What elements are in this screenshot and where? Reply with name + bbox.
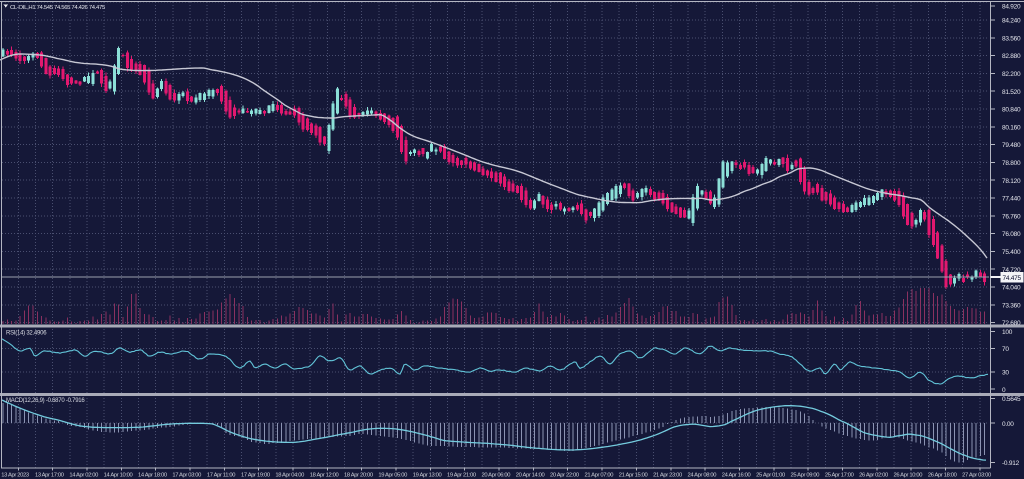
svg-text:0.5645: 0.5645 bbox=[1002, 396, 1021, 403]
svg-text:24 Apr 16:00: 24 Apr 16:00 bbox=[722, 473, 751, 479]
svg-text:17 Apr 03:00: 17 Apr 03:00 bbox=[172, 473, 201, 479]
svg-text:17 Apr 11:00: 17 Apr 11:00 bbox=[207, 473, 235, 479]
svg-text:25 Apr 01:00: 25 Apr 01:00 bbox=[756, 473, 785, 479]
svg-text:70: 70 bbox=[1002, 346, 1009, 353]
svg-text:100: 100 bbox=[1002, 329, 1013, 336]
svg-text:83.560: 83.560 bbox=[1002, 35, 1021, 42]
svg-text:0.00: 0.00 bbox=[1002, 421, 1014, 428]
svg-text:74.040: 74.040 bbox=[1002, 285, 1021, 292]
svg-text:RSI(14) 32.4906: RSI(14) 32.4906 bbox=[6, 331, 47, 337]
svg-text:77.440: 77.440 bbox=[1002, 196, 1021, 203]
svg-text:26 Apr 02:00: 26 Apr 02:00 bbox=[859, 473, 888, 479]
svg-text:14 Apr 18:00: 14 Apr 18:00 bbox=[138, 473, 167, 479]
svg-text:21 Apr 15:00: 21 Apr 15:00 bbox=[619, 473, 648, 479]
svg-text:78.800: 78.800 bbox=[1002, 160, 1021, 167]
svg-text:76.760: 76.760 bbox=[1002, 213, 1021, 220]
svg-text:26 Apr 18:00: 26 Apr 18:00 bbox=[928, 473, 957, 479]
svg-text:14 Apr 10:00: 14 Apr 10:00 bbox=[104, 473, 133, 479]
svg-text:13 Apr 17:00: 13 Apr 17:00 bbox=[35, 473, 64, 479]
svg-text:74.720: 74.720 bbox=[1002, 267, 1021, 274]
svg-text:24 Apr 08:00: 24 Apr 08:00 bbox=[687, 473, 716, 479]
svg-text:80.840: 80.840 bbox=[1002, 107, 1021, 114]
svg-text:17 Apr 19:00: 17 Apr 19:00 bbox=[241, 473, 270, 479]
svg-text:30: 30 bbox=[1002, 369, 1009, 376]
svg-text:0: 0 bbox=[1002, 387, 1006, 394]
svg-text:84.240: 84.240 bbox=[1002, 18, 1021, 25]
svg-text:76.080: 76.080 bbox=[1002, 231, 1021, 238]
svg-text:27 Apr 03:00: 27 Apr 03:00 bbox=[962, 473, 991, 479]
svg-text:18 Apr 20:00: 18 Apr 20:00 bbox=[344, 473, 373, 479]
svg-text:20 Apr 22:00: 20 Apr 22:00 bbox=[550, 473, 579, 479]
svg-text:20 Apr 14:00: 20 Apr 14:00 bbox=[516, 473, 545, 479]
svg-text:CL-OIL,H1 74.545 74.565 74.426: CL-OIL,H1 74.545 74.565 74.426 74.475 bbox=[10, 5, 106, 11]
svg-text:21 Apr 23:00: 21 Apr 23:00 bbox=[653, 473, 682, 479]
svg-text:13 Apr 2023: 13 Apr 2023 bbox=[1, 473, 29, 479]
svg-text:25 Apr 09:00: 25 Apr 09:00 bbox=[790, 473, 819, 479]
svg-text:MACD(12,26,9) -0.6870 -0.7916: MACD(12,26,9) -0.6870 -0.7916 bbox=[6, 398, 85, 404]
svg-text:80.160: 80.160 bbox=[1002, 124, 1021, 131]
svg-text:81.520: 81.520 bbox=[1002, 89, 1021, 96]
svg-text:78.120: 78.120 bbox=[1002, 178, 1021, 185]
svg-text:79.480: 79.480 bbox=[1002, 142, 1021, 149]
svg-text:18 Apr 04:00: 18 Apr 04:00 bbox=[275, 473, 304, 479]
svg-text:82.880: 82.880 bbox=[1002, 53, 1021, 60]
svg-text:74.475: 74.475 bbox=[1003, 275, 1022, 282]
svg-text:21 Apr 07:00: 21 Apr 07:00 bbox=[584, 473, 613, 479]
svg-text:26 Apr 10:00: 26 Apr 10:00 bbox=[893, 473, 922, 479]
svg-text:14 Apr 02:00: 14 Apr 02:00 bbox=[69, 473, 98, 479]
svg-text:25 Apr 17:00: 25 Apr 17:00 bbox=[825, 473, 854, 479]
svg-text:-0.912: -0.912 bbox=[1002, 460, 1020, 467]
svg-text:73.360: 73.360 bbox=[1002, 302, 1021, 309]
svg-text:19 Apr 05:00: 19 Apr 05:00 bbox=[378, 473, 407, 479]
svg-text:75.400: 75.400 bbox=[1002, 249, 1021, 256]
svg-text:19 Apr 13:00: 19 Apr 13:00 bbox=[413, 473, 442, 479]
svg-text:20 Apr 06:00: 20 Apr 06:00 bbox=[481, 473, 510, 479]
svg-text:84.920: 84.920 bbox=[1002, 4, 1021, 11]
svg-text:19 Apr 21:00: 19 Apr 21:00 bbox=[447, 473, 476, 479]
svg-text:82.200: 82.200 bbox=[1002, 71, 1021, 78]
svg-text:18 Apr 12:00: 18 Apr 12:00 bbox=[310, 473, 339, 479]
svg-text:72.680: 72.680 bbox=[1002, 320, 1021, 327]
